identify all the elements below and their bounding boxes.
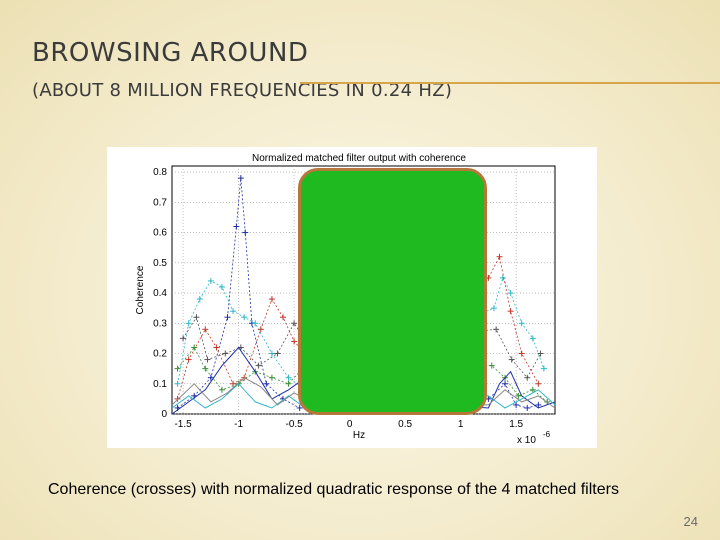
series-line <box>171 346 556 415</box>
data-point <box>296 404 303 411</box>
data-point <box>185 356 192 363</box>
data-point <box>174 395 181 402</box>
slide-caption: Coherence (crosses) with normalized quad… <box>48 481 619 498</box>
data-point <box>285 380 292 387</box>
x-exponent-power: -6 <box>543 430 551 439</box>
data-point <box>218 283 225 290</box>
data-point <box>241 314 248 321</box>
x-tick-label: 1 <box>458 419 464 430</box>
data-point <box>507 290 514 297</box>
data-point <box>508 356 515 363</box>
data-point <box>490 305 497 312</box>
y-tick-label: 0.1 <box>153 379 167 390</box>
data-point <box>202 365 209 372</box>
data-point <box>242 229 249 236</box>
series-line <box>171 377 556 409</box>
data-point <box>207 374 214 381</box>
data-point <box>515 392 522 399</box>
series-6 <box>171 346 556 415</box>
x-exponent-label: x 10 <box>517 435 536 446</box>
data-point <box>291 338 298 345</box>
data-point <box>193 314 200 321</box>
slide-title: BROWSING AROUND <box>32 38 309 68</box>
x-tick-label: 0 <box>347 419 353 430</box>
series-line <box>177 178 539 409</box>
data-point <box>255 362 262 369</box>
data-point <box>529 335 536 342</box>
x-tick-label: 0.5 <box>398 419 412 430</box>
data-point <box>224 314 231 321</box>
data-point <box>207 277 214 284</box>
page-number: 24 <box>683 514 698 529</box>
data-point <box>174 380 181 387</box>
data-point <box>237 175 244 182</box>
x-tick-label: 1.5 <box>509 419 523 430</box>
green-overlay-box <box>298 168 487 415</box>
y-tick-label: 0.7 <box>153 197 167 208</box>
x-tick-label: -1 <box>234 419 243 430</box>
data-point <box>274 350 281 357</box>
y-tick-label: 0.8 <box>153 167 167 178</box>
data-point <box>268 374 275 381</box>
data-point <box>513 401 520 408</box>
series-2 <box>174 274 547 393</box>
data-point <box>233 223 240 230</box>
data-point <box>263 380 270 387</box>
data-point <box>174 365 181 372</box>
data-point <box>524 404 531 411</box>
data-point <box>537 350 544 357</box>
data-point <box>507 308 514 315</box>
y-tick-label: 0.6 <box>153 228 167 239</box>
data-point <box>493 326 500 333</box>
x-tick-label: -1.5 <box>174 419 192 430</box>
series-7 <box>171 383 556 409</box>
series-1 <box>174 175 542 411</box>
y-tick-label: 0.2 <box>153 349 167 360</box>
data-point <box>191 344 198 351</box>
data-point <box>230 308 237 315</box>
data-point <box>499 274 506 281</box>
chart-title: Normalized matched filter output with co… <box>252 153 466 164</box>
x-axis-label: Hz <box>353 430 365 441</box>
data-point <box>285 374 292 381</box>
series-line <box>171 383 556 409</box>
x-tick-label: -0.5 <box>285 419 303 430</box>
data-point <box>524 374 531 381</box>
data-point <box>496 253 503 260</box>
slide-subtitle: (ABOUT 8 MILLION FREQUENCIES IN 0.24 HZ) <box>32 80 453 101</box>
y-tick-label: 0 <box>161 409 167 420</box>
data-point <box>540 365 547 372</box>
data-point <box>502 380 509 387</box>
data-point <box>196 296 203 303</box>
data-point <box>185 320 192 327</box>
data-point <box>204 356 211 363</box>
data-point <box>518 350 525 357</box>
series-8 <box>171 377 556 409</box>
y-tick-label: 0.4 <box>153 288 167 299</box>
data-point <box>268 296 275 303</box>
title-rule <box>300 82 720 84</box>
y-tick-label: 0.3 <box>153 318 167 329</box>
data-point <box>518 320 525 327</box>
y-tick-label: 0.5 <box>153 258 167 269</box>
data-point <box>257 326 264 333</box>
data-point <box>180 335 187 342</box>
axis-ticks: -1.5 -1 -0.5 0 0.5 1 1.5 0 0.1 0.2 0.3 0.4 0.5 0.6 0.7… <box>153 167 523 430</box>
data-point <box>488 362 495 369</box>
y-axis-label: Coherence <box>135 265 146 314</box>
data-point <box>222 350 229 357</box>
data-point <box>218 386 225 393</box>
data-point <box>252 320 259 327</box>
data-point <box>529 386 536 393</box>
data-point <box>535 401 542 408</box>
data-point <box>268 350 275 357</box>
data-point <box>535 380 542 387</box>
series-5 <box>180 314 544 381</box>
data-point <box>213 344 220 351</box>
data-point <box>280 314 287 321</box>
data-point <box>202 326 209 333</box>
data-point <box>291 320 298 327</box>
